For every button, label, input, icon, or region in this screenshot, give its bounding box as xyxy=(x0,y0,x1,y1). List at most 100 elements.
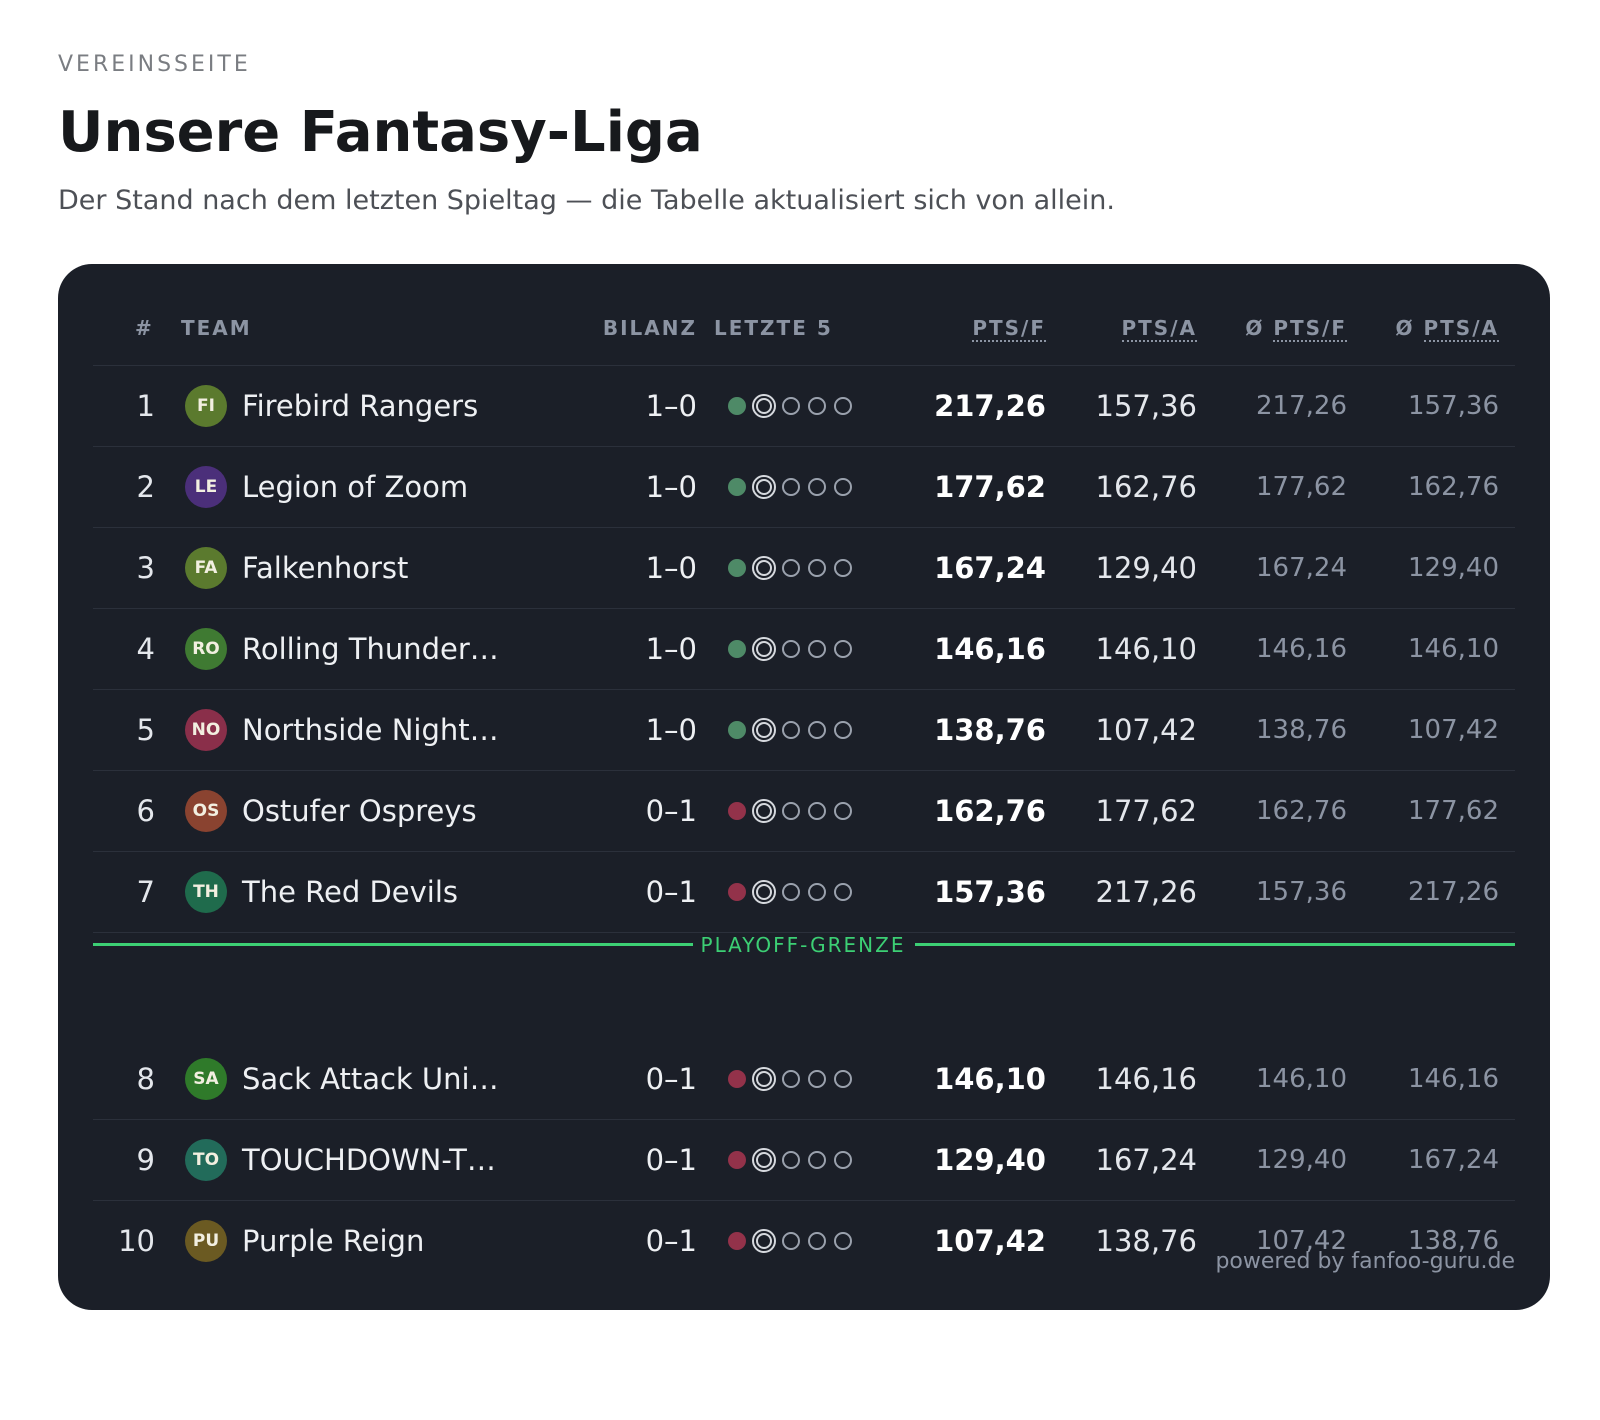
record-cell: 0–1 xyxy=(645,794,697,828)
table-row[interactable]: 3 FA Falkenhorst 1–0 167,24 129,40 167,2… xyxy=(93,528,1515,609)
pts-for-cell: 217,26 xyxy=(934,389,1046,423)
avg-pts-for-cell: 157,36 xyxy=(1256,877,1347,907)
column-avg-pts-against[interactable]: Ø PTS/A xyxy=(1396,316,1499,342)
current-game-inner-ring-icon xyxy=(756,722,772,738)
column-pts-against-label: PTS/A xyxy=(1121,316,1197,342)
team-name[interactable]: TOUCHDOWN-T… xyxy=(242,1143,496,1177)
current-game-inner-ring-icon xyxy=(756,1152,772,1168)
team-avatar: PU xyxy=(185,1220,227,1262)
current-game-ring-icon xyxy=(752,394,776,418)
table-row[interactable]: 4 RO Rolling Thunder… 1–0 146,16 146,10 … xyxy=(93,609,1515,690)
playoff-spacer xyxy=(93,977,1515,1039)
column-pts-against[interactable]: PTS/A xyxy=(1121,316,1197,342)
column-avg-pts-for[interactable]: Ø PTS/F xyxy=(1245,316,1347,342)
avg-pts-for-cell: 107,42 xyxy=(1256,1226,1347,1256)
record-cell: 0–1 xyxy=(645,875,697,909)
team-name[interactable]: Falkenhorst xyxy=(242,551,409,585)
playoff-line: PLAYOFF-GRENZE xyxy=(93,933,1515,977)
pending-game-dot-icon xyxy=(782,1070,800,1088)
team-name[interactable]: The Red Devils xyxy=(242,875,459,909)
last-five-form xyxy=(728,528,868,608)
form-dots xyxy=(728,475,852,499)
avg-pts-against-cell: 162,76 xyxy=(1408,472,1499,502)
form-dots xyxy=(728,394,852,418)
rank-cell: 6 xyxy=(136,794,155,828)
pending-game-dot-icon xyxy=(782,802,800,820)
record-cell: 1–0 xyxy=(645,632,697,666)
last-five-form xyxy=(728,690,868,770)
pts-against-cell: 146,16 xyxy=(1095,1062,1197,1096)
last-five-form xyxy=(728,771,868,851)
win-dot-icon xyxy=(728,721,746,739)
last-five-form xyxy=(728,1120,868,1200)
form-dots xyxy=(728,556,852,580)
team-name[interactable]: Purple Reign xyxy=(242,1224,425,1258)
form-dots xyxy=(728,1148,852,1172)
pts-for-cell: 146,16 xyxy=(934,632,1046,666)
pending-game-dot-icon xyxy=(808,640,826,658)
team-name[interactable]: Legion of Zoom xyxy=(242,470,469,504)
page-subtitle: Der Stand nach dem letzten Spieltag — di… xyxy=(58,185,1115,216)
table-row[interactable]: 1 FI Firebird Rangers 1–0 217,26 157,36 … xyxy=(93,366,1515,447)
team-avatar: TO xyxy=(185,1139,227,1181)
last-five-form xyxy=(728,609,868,689)
pending-game-dot-icon xyxy=(782,397,800,415)
loss-dot-icon xyxy=(728,1070,746,1088)
team-name[interactable]: Ostufer Ospreys xyxy=(242,794,477,828)
rank-cell: 1 xyxy=(136,389,155,423)
avg-pts-against-cell: 157,36 xyxy=(1408,391,1499,421)
table-row[interactable]: 5 NO Northside Night… 1–0 138,76 107,42 … xyxy=(93,690,1515,771)
pts-against-cell: 157,36 xyxy=(1095,389,1197,423)
avg-pts-for-cell: 138,76 xyxy=(1256,715,1347,745)
pending-game-dot-icon xyxy=(808,721,826,739)
avg-pts-against-cell: 107,42 xyxy=(1408,715,1499,745)
avg-pts-for-cell: 217,26 xyxy=(1256,391,1347,421)
page-title: Unsere Fantasy-Liga xyxy=(58,100,703,165)
powered-by-footer[interactable]: powered by fanfoo-guru.de xyxy=(1215,1249,1515,1274)
rank-cell: 9 xyxy=(136,1143,155,1177)
current-game-ring-icon xyxy=(752,1229,776,1253)
avg-pts-for-cell: 146,10 xyxy=(1256,1064,1347,1094)
win-dot-icon xyxy=(728,640,746,658)
team-name[interactable]: Rolling Thunder… xyxy=(242,632,499,666)
pending-game-dot-icon xyxy=(808,1070,826,1088)
table-row[interactable]: 7 TH The Red Devils 0–1 157,36 217,26 15… xyxy=(93,852,1515,933)
pending-game-dot-icon xyxy=(834,640,852,658)
last-five-form xyxy=(728,852,868,932)
pending-game-dot-icon xyxy=(834,1070,852,1088)
column-avg-pts-for-label: PTS/F xyxy=(1273,316,1347,342)
rank-cell: 4 xyxy=(136,632,155,666)
current-game-inner-ring-icon xyxy=(756,803,772,819)
team-name[interactable]: Sack Attack Uni… xyxy=(242,1062,499,1096)
team-name[interactable]: Firebird Rangers xyxy=(242,389,479,423)
rank-cell: 8 xyxy=(136,1062,155,1096)
avg-pts-against-cell: 146,16 xyxy=(1408,1064,1499,1094)
table-row[interactable]: 9 TO TOUCHDOWN-T… 0–1 129,40 167,24 129,… xyxy=(93,1120,1515,1201)
pending-game-dot-icon xyxy=(834,802,852,820)
table-row[interactable]: 6 OS Ostufer Ospreys 0–1 162,76 177,62 1… xyxy=(93,771,1515,852)
rank-cell: 10 xyxy=(118,1224,155,1258)
loss-dot-icon xyxy=(728,1232,746,1250)
table-row[interactable]: 2 LE Legion of Zoom 1–0 177,62 162,76 17… xyxy=(93,447,1515,528)
loss-dot-icon xyxy=(728,883,746,901)
current-game-inner-ring-icon xyxy=(756,641,772,657)
current-game-ring-icon xyxy=(752,637,776,661)
table-row[interactable]: 8 SA Sack Attack Uni… 0–1 146,10 146,16 … xyxy=(93,1039,1515,1120)
current-game-inner-ring-icon xyxy=(756,479,772,495)
playoff-line-right xyxy=(915,943,1515,946)
pending-game-dot-icon xyxy=(834,1151,852,1169)
pending-game-dot-icon xyxy=(834,883,852,901)
table-header: # TEAM BILANZ LETZTE 5 PTS/F PTS/A Ø PTS… xyxy=(93,264,1515,366)
rank-cell: 7 xyxy=(136,875,155,909)
table-row[interactable]: 10 PU Purple Reign 0–1 107,42 138,76 107… xyxy=(93,1201,1515,1281)
loss-dot-icon xyxy=(728,1151,746,1169)
pts-for-cell: 146,10 xyxy=(934,1062,1046,1096)
pending-game-dot-icon xyxy=(834,1232,852,1250)
column-pts-for[interactable]: PTS/F xyxy=(972,316,1046,342)
win-dot-icon xyxy=(728,397,746,415)
team-name[interactable]: Northside Night… xyxy=(242,713,499,747)
record-cell: 0–1 xyxy=(645,1224,697,1258)
pts-for-cell: 162,76 xyxy=(934,794,1046,828)
form-dots xyxy=(728,718,852,742)
